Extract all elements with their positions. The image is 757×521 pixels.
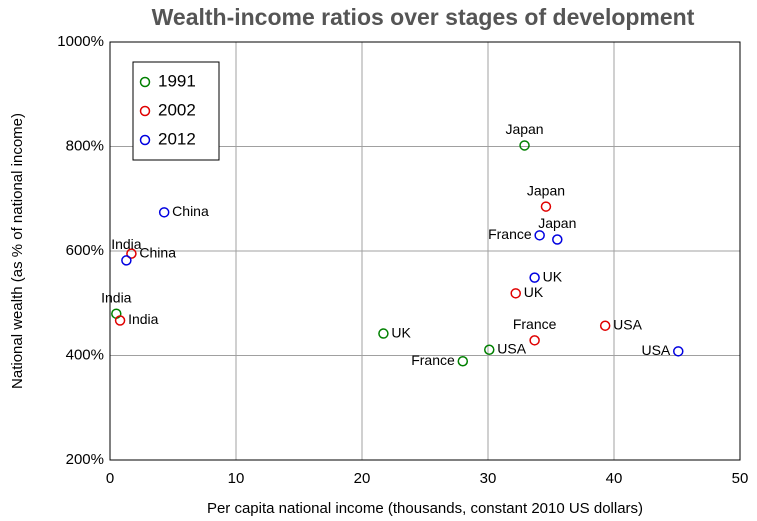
scatter-point xyxy=(529,335,540,346)
point-label: Japan xyxy=(505,121,543,137)
plot-frame xyxy=(109,41,741,461)
legend-marker xyxy=(139,105,151,117)
legend-marker xyxy=(139,76,151,88)
point-label: USA xyxy=(497,340,526,356)
scatter-point xyxy=(378,328,389,339)
x-tick-label: 50 xyxy=(732,470,749,487)
legend-label: 2002 xyxy=(158,100,196,119)
y-tick-label: 200% xyxy=(66,451,104,468)
point-label: France xyxy=(488,226,532,242)
chart-title: Wealth-income ratios over stages of deve… xyxy=(152,4,695,30)
point-label: UK xyxy=(543,268,563,284)
point-label: USA xyxy=(641,342,670,358)
scatter-point xyxy=(519,140,530,151)
x-axis-label: Per capita national income (thousands, c… xyxy=(207,500,643,517)
x-tick-label: 40 xyxy=(606,470,623,487)
scatter-point xyxy=(121,255,132,266)
point-label: France xyxy=(513,316,557,332)
y-tick-label: 1000% xyxy=(57,33,104,50)
x-tick-label: 30 xyxy=(480,470,497,487)
x-tick-label: 10 xyxy=(228,470,245,487)
point-label: UK xyxy=(524,284,544,300)
y-tick-label: 400% xyxy=(66,346,104,363)
point-label: UK xyxy=(391,324,411,340)
scatter-point xyxy=(599,320,611,331)
x-tick-label: 0 xyxy=(106,470,114,487)
scatter-point xyxy=(158,207,170,218)
point-label: France xyxy=(411,352,455,368)
scatter-point xyxy=(457,355,469,367)
legend-label: 1991 xyxy=(158,71,196,90)
scatter-point xyxy=(529,272,540,283)
scatter-point xyxy=(114,315,126,326)
scatter-point xyxy=(552,234,563,245)
scatter-point xyxy=(540,201,552,212)
point-label: India xyxy=(128,311,159,327)
point-label: Japan xyxy=(538,215,576,231)
point-label: India xyxy=(111,236,142,252)
point-label: Japan xyxy=(527,182,565,198)
y-tick-label: 800% xyxy=(66,137,104,154)
y-axis-label: National wealth (as % of national income… xyxy=(9,113,26,389)
scatter-point xyxy=(126,248,137,259)
point-label: China xyxy=(172,203,209,219)
y-tick-label: 600% xyxy=(66,242,104,259)
legend-label: 2012 xyxy=(158,129,196,148)
scatter-point xyxy=(484,344,495,356)
legend-marker xyxy=(139,134,151,146)
x-tick-label: 20 xyxy=(354,470,371,487)
scatter-point xyxy=(510,288,521,299)
point-label: USA xyxy=(613,316,642,332)
scatter-point xyxy=(534,230,545,241)
point-label: India xyxy=(101,289,132,305)
scatter-point xyxy=(673,346,684,357)
point-label: China xyxy=(139,244,176,260)
